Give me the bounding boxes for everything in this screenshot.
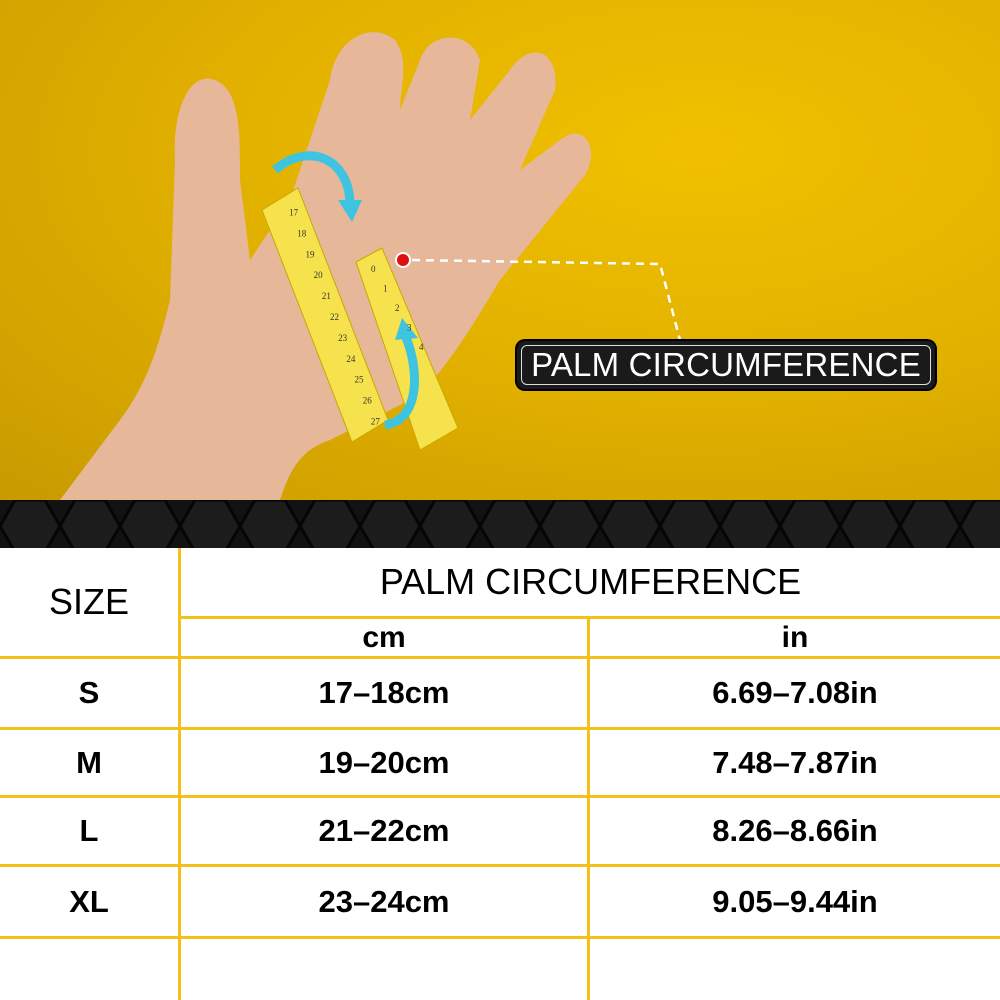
size-cell: M bbox=[76, 744, 102, 780]
tape-mark-label: 26 bbox=[363, 396, 373, 406]
tape-mark-label: 17 bbox=[289, 207, 299, 217]
divider bbox=[178, 616, 1000, 619]
cm-cell: 19–20cm bbox=[318, 744, 450, 780]
divider bbox=[0, 727, 1000, 730]
divider bbox=[0, 864, 1000, 867]
cm-cell: 17–18cm bbox=[318, 675, 450, 710]
arrow-icon bbox=[272, 151, 355, 206]
measure-header: PALM CIRCUMFERENCE bbox=[379, 561, 802, 602]
arrow-icon bbox=[383, 333, 419, 430]
divider bbox=[0, 936, 1000, 939]
measure-point-dot bbox=[395, 252, 411, 268]
tape-mark-label: 4 bbox=[419, 342, 424, 352]
tape-mark-label: 22 bbox=[330, 312, 339, 322]
divider bbox=[0, 656, 1000, 659]
tape-mark-label: 1 bbox=[383, 283, 388, 293]
callout-dashed-line bbox=[411, 258, 682, 341]
callout-label: PALM CIRCUMFERENCE bbox=[517, 341, 935, 389]
cm-cell: 21–22cm bbox=[318, 813, 450, 848]
tape-mark-label: 23 bbox=[338, 333, 348, 343]
in-cell: 7.48–7.87in bbox=[712, 744, 878, 780]
unit-header-in: in bbox=[781, 620, 809, 654]
unit-header-cm: cm bbox=[362, 620, 406, 654]
in-cell: 8.26–8.66in bbox=[712, 813, 878, 848]
size-cell: L bbox=[79, 813, 99, 848]
tape-mark-label: 19 bbox=[305, 249, 315, 259]
divider bbox=[587, 617, 590, 1000]
hexagon-pattern-band bbox=[0, 500, 1000, 548]
tape-mark-label: 3 bbox=[407, 323, 412, 333]
size-header: SIZE bbox=[48, 581, 129, 622]
size-chart-table: SIZE PALM CIRCUMFERENCE cm in S 17–18cm … bbox=[0, 548, 1000, 1000]
in-cell: 6.69–7.08in bbox=[712, 675, 878, 710]
tape-mark-label: 20 bbox=[314, 270, 324, 280]
size-cell: S bbox=[78, 675, 100, 710]
divider bbox=[178, 548, 181, 1000]
in-cell: 9.05–9.44in bbox=[712, 883, 878, 919]
size-cell: XL bbox=[69, 883, 109, 919]
tape-mark-label: 25 bbox=[355, 375, 365, 385]
tape-mark-label: 27 bbox=[371, 417, 381, 427]
tape-mark-label: 0 bbox=[371, 264, 376, 274]
tape-mark-label: 2 bbox=[395, 303, 400, 313]
tape-mark-label: 21 bbox=[322, 291, 331, 301]
tape-mark-label: 18 bbox=[297, 228, 307, 238]
tape-mark-label: 24 bbox=[346, 354, 356, 364]
hand-measurement-photo: 17 18 19 20 21 22 23 24 25 26 27 0 1 2 3 4 PALM CIRCUMF… bbox=[0, 0, 1000, 500]
divider bbox=[0, 795, 1000, 798]
cm-cell: 23–24cm bbox=[318, 883, 450, 919]
